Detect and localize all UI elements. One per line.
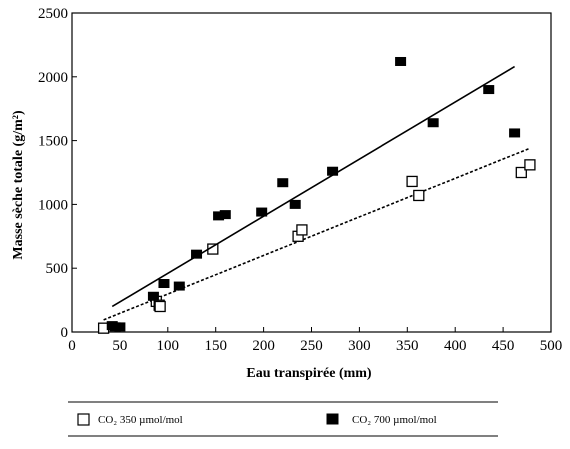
trendline-series-0 xyxy=(103,147,531,321)
x-tick-label: 0 xyxy=(68,338,76,354)
data-point-filled-square xyxy=(327,166,339,176)
legend-filled-square-marker xyxy=(326,413,339,425)
data-point-filled-square xyxy=(114,322,126,332)
y-tick-label: 2500 xyxy=(38,6,68,22)
y-tick-label: 0 xyxy=(61,325,69,341)
x-tick-label: 450 xyxy=(492,338,515,354)
x-tick-label: 100 xyxy=(157,338,180,354)
x-tick-label: 350 xyxy=(396,338,419,354)
legend-label-co2-700: CO₂ 700 µmol/mol xyxy=(352,414,437,426)
legend: CO₂ 350 µmol/mol CO₂ 700 µmol/mol xyxy=(68,401,498,437)
data-point-filled-square xyxy=(289,199,301,209)
x-tick-label: 400 xyxy=(444,338,467,354)
data-point-filled-square xyxy=(173,281,185,291)
x-tick-label: 50 xyxy=(112,338,127,354)
y-tick-label: 500 xyxy=(46,261,69,277)
data-point-open-square xyxy=(406,175,418,188)
plot-frame xyxy=(71,12,552,333)
data-point-filled-square xyxy=(395,56,407,66)
trendline-series-1 xyxy=(111,65,516,308)
y-tick-label: 1500 xyxy=(38,134,68,150)
legend-open-square-marker xyxy=(77,413,90,426)
data-point-filled-square xyxy=(158,279,170,289)
data-point-filled-square xyxy=(277,178,289,188)
data-point-filled-square xyxy=(427,118,439,128)
legend-label-co2-350: CO₂ 350 µmol/mol xyxy=(98,414,183,426)
data-point-open-square xyxy=(154,300,166,313)
data-point-open-square xyxy=(296,224,308,236)
data-point-filled-square xyxy=(509,128,521,138)
data-point-filled-square xyxy=(147,291,159,301)
x-tick-label: 300 xyxy=(348,338,371,354)
x-tick-label: 200 xyxy=(252,338,275,354)
data-point-filled-square xyxy=(219,210,231,220)
data-point-open-square xyxy=(524,159,536,171)
y-tick-label: 1000 xyxy=(38,197,68,213)
data-point-open-square xyxy=(515,166,527,179)
data-point-filled-square xyxy=(256,207,268,217)
data-point-filled-square xyxy=(191,249,203,259)
x-tick-label: 150 xyxy=(204,338,227,354)
data-point-filled-square xyxy=(483,85,495,95)
y-tick-label: 2000 xyxy=(38,70,68,86)
x-axis-title: Eau transpirée (mm) xyxy=(246,366,372,381)
x-tick-label: 250 xyxy=(300,338,323,354)
x-tick-label: 500 xyxy=(540,338,563,354)
y-axis-title: Masse sèche totale (g/m²) xyxy=(11,110,26,260)
data-point-open-square xyxy=(413,189,425,202)
